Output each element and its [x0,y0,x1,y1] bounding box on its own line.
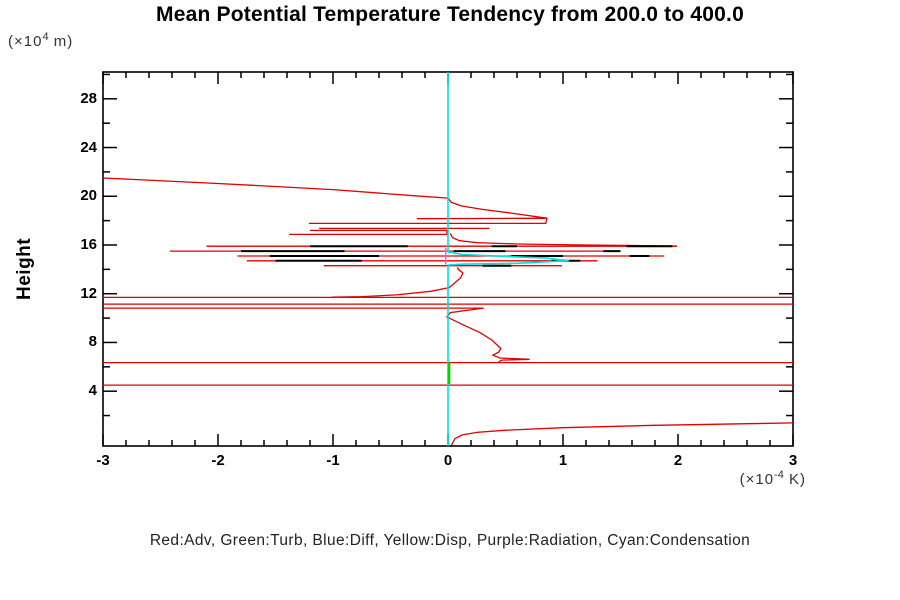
y-tick-label: 20 [80,187,97,205]
series-adv-line [308,217,548,225]
page-title: Mean Potential Temperature Tendency from… [156,3,744,26]
x-tick-label: 0 [443,452,453,469]
x-tick-label: 1 [558,452,568,469]
legend-caption: Red:Adv, Green:Turb, Blue:Diff, Yellow:D… [149,532,751,549]
y-unit-exponent: 4 [42,31,49,43]
y-tick-label: 4 [88,382,97,400]
series-adv-line [102,177,547,219]
x-unit-exponent: -4 [774,469,784,481]
y-tick-label: 8 [88,333,97,351]
x-tick-label: 2 [673,452,683,469]
x-tick-label: -2 [211,452,225,469]
y-axis-unit-label: (×104 m) [8,31,74,50]
series-adv-line [103,307,530,363]
y-tick-label: 12 [80,284,97,302]
x-tick-label: -3 [96,452,110,469]
y-tick-label: 16 [80,235,97,253]
series-condensation-line [447,72,569,446]
x-tick-label: -1 [326,452,340,469]
y-tick-label: 28 [80,89,97,107]
series-adv-line [450,422,794,446]
y-tick-label: 24 [80,138,97,156]
plot-area [102,71,794,447]
x-axis-unit-label: (×10-4 K) [739,469,806,488]
series-adv-line [331,267,464,298]
series-adv-line [289,229,448,236]
series-adv-line [449,233,677,247]
x-tick-label: 3 [788,452,798,469]
